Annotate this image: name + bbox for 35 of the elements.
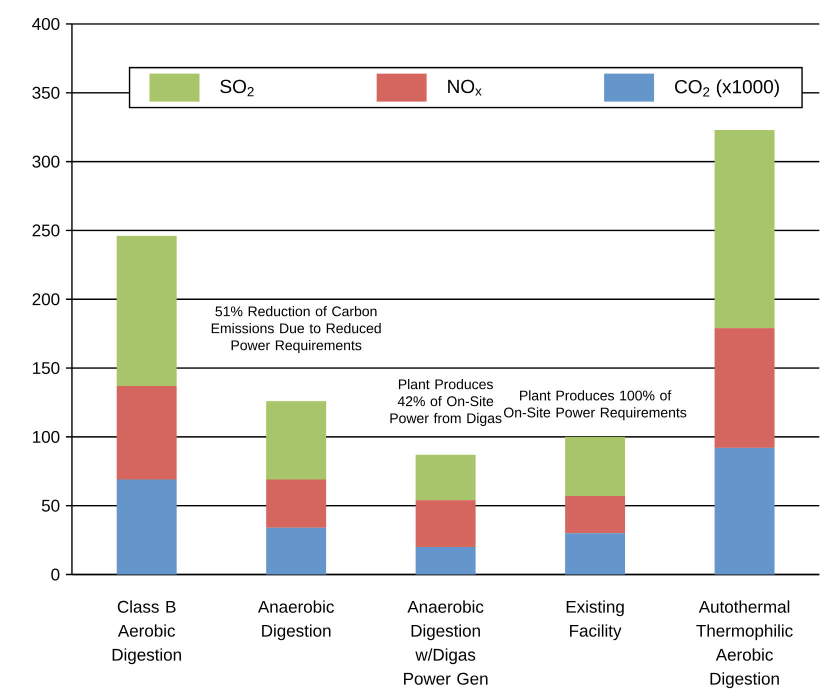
bar: [565, 533, 626, 575]
y-tick-label: 0: [51, 568, 60, 581]
bar: [116, 236, 177, 386]
x-tick-label: Autothermal Thermophilic Aerobic Digestion: [696, 600, 793, 688]
legend-label: NO$_{x}$: [448, 80, 482, 96]
y-tick-label: 400: [32, 18, 60, 30]
bar: [714, 448, 775, 575]
legend-label: SO$_{2}$: [220, 80, 254, 96]
bar: [714, 130, 775, 328]
bar: [714, 328, 775, 448]
bar: [266, 528, 326, 575]
y-tick-label: 350: [32, 86, 60, 99]
bar: [416, 454, 476, 500]
y-tick-label: 150: [33, 362, 60, 374]
annotation: Plant Produces 42% of On-Site Power from Digas: [390, 379, 502, 426]
x-tick-label: Anaerobic Digestion: [258, 600, 334, 640]
y-tick-label: 50: [42, 500, 60, 512]
bar: [416, 547, 476, 575]
x-tick-label: Anaerobic Digestion w/Digas Power Gen: [404, 600, 488, 685]
bar: [416, 500, 476, 548]
bar: [116, 480, 177, 575]
y-tick-label: 250: [32, 224, 60, 237]
legend-label: CO$_{2}$ (x1000): [675, 80, 779, 98]
x-tick-label: Existing Facility: [566, 600, 624, 640]
bar: [116, 386, 177, 480]
bar: [266, 401, 326, 480]
bar: [565, 436, 626, 496]
y-tick-label: 300: [32, 156, 60, 168]
bar: [266, 480, 326, 528]
annotation: Plant Produces 100% of On-Site Power Requirements: [504, 390, 686, 420]
y-tick-label: 100: [33, 430, 60, 444]
x-tick-label: Class B Aerobic Digestion: [112, 600, 181, 664]
bar: [565, 496, 626, 534]
annotation: 51% Reduction of Carbon Emissions Due to Reduced Power Requirements: [212, 306, 381, 354]
y-tick-label: 200: [32, 293, 60, 306]
